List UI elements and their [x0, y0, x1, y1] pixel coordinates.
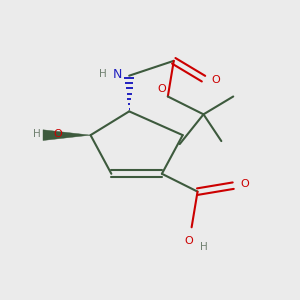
Polygon shape [43, 130, 91, 140]
Text: O: O [184, 236, 193, 246]
Text: O: O [158, 84, 166, 94]
Text: H: H [200, 242, 207, 252]
Text: H: H [33, 129, 41, 139]
Text: O: O [211, 75, 220, 85]
Text: N: N [112, 68, 122, 81]
Text: O: O [241, 179, 250, 189]
Text: H: H [99, 69, 106, 79]
Text: O: O [53, 129, 62, 139]
